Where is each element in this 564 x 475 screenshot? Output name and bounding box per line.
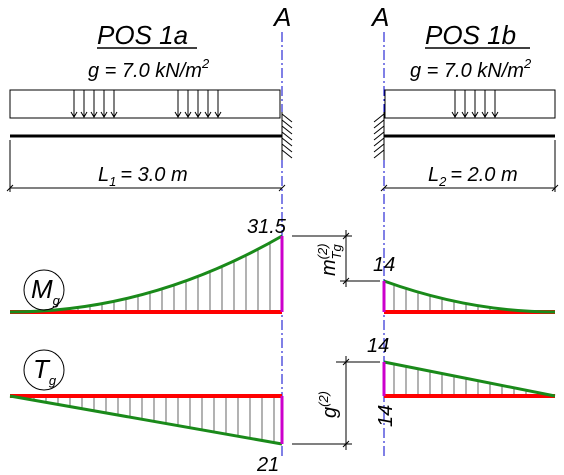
moment-diff-label: m(2)Tg — [315, 243, 344, 276]
left-title: POS 1a — [97, 20, 188, 50]
left-load-block — [9, 89, 281, 119]
shear-line-right — [383, 360, 556, 398]
shear-diff-dimension — [292, 356, 380, 450]
moment-symbol-circle — [23, 269, 65, 311]
left-load-arrows-1 — [70, 90, 118, 118]
right-fixed-support — [373, 112, 385, 160]
shear-value-left-bottom: 21 — [256, 454, 279, 475]
shear-hatching — [21, 363, 551, 443]
shear-value-top: 14 — [367, 335, 389, 357]
moment-curve-right — [383, 279, 556, 314]
left-fixed-support — [281, 112, 293, 160]
moment-curve-left — [9, 234, 283, 314]
right-title: POS 1b — [425, 20, 516, 50]
right-load-arrows — [451, 90, 499, 118]
moment-value-right: 14 — [373, 254, 395, 276]
shear-symbol-circle — [23, 349, 65, 391]
right-load-block — [384, 89, 556, 119]
left-span-label: L1 = 3.0 m — [98, 164, 188, 189]
right-load-label: g = 7.0 kN/m2 — [410, 56, 532, 82]
shear-symbol: Tg — [33, 354, 57, 388]
moment-symbol: Mg — [31, 274, 61, 308]
section-label-left: A — [272, 2, 291, 32]
shear-line-left — [9, 394, 283, 446]
left-load-arrows-2 — [174, 90, 222, 118]
section-label-right: A — [370, 2, 389, 32]
shear-value-right-bottom: 14 — [375, 405, 397, 427]
moment-diff-dimension — [292, 230, 380, 287]
shear-diff-label: g(2) — [316, 391, 341, 418]
right-span-label: L2 = 2.0 m — [428, 164, 518, 189]
right-dimension — [380, 140, 559, 192]
left-dimension — [6, 140, 286, 192]
left-load-label: g = 7.0 kN/m2 — [88, 56, 210, 82]
moment-value-left: 31.5 — [247, 216, 287, 238]
